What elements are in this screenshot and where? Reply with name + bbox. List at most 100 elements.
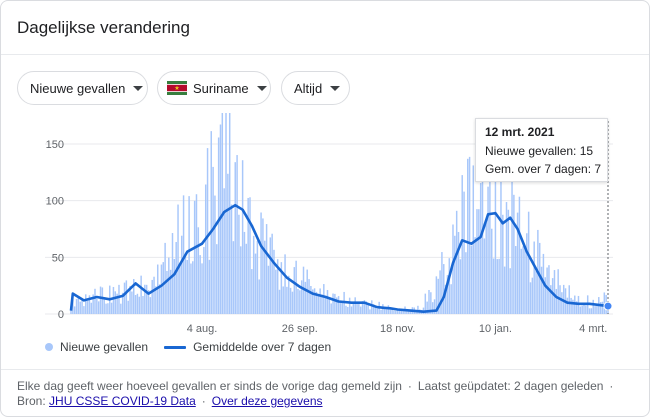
cases-bar bbox=[164, 242, 166, 314]
cases-bar bbox=[387, 305, 390, 314]
cases-bar bbox=[398, 310, 401, 314]
cases-bar bbox=[267, 265, 270, 314]
cases-bar bbox=[256, 240, 259, 314]
x-tick-label: 10 jan. bbox=[479, 323, 512, 335]
cases-bar bbox=[260, 212, 262, 314]
cases-bar bbox=[112, 286, 115, 314]
cases-bar bbox=[363, 300, 366, 314]
cases-bar bbox=[116, 293, 118, 314]
cases-bar bbox=[288, 275, 290, 314]
cases-bar bbox=[514, 246, 517, 314]
metric-dropdown[interactable]: Nieuwe gevallen bbox=[17, 71, 148, 105]
cases-bar bbox=[568, 285, 570, 314]
cases-bar bbox=[193, 200, 196, 314]
range-dropdown-label: Altijd bbox=[294, 80, 323, 96]
range-dropdown[interactable]: Altijd bbox=[281, 71, 350, 105]
cases-bar bbox=[79, 301, 81, 314]
cases-bar bbox=[289, 287, 292, 314]
cases-bar bbox=[561, 292, 563, 314]
cases-bar bbox=[450, 284, 452, 314]
cases-bar bbox=[254, 253, 257, 314]
cases-bar bbox=[402, 309, 404, 314]
country-dropdown[interactable]: Suriname bbox=[157, 71, 271, 105]
cases-bar bbox=[535, 270, 537, 314]
y-tick-label: 150 bbox=[46, 139, 64, 151]
cases-bar bbox=[204, 184, 207, 314]
cases-bar bbox=[358, 304, 360, 314]
cases-bar bbox=[369, 309, 371, 314]
cases-bar bbox=[335, 297, 338, 314]
cases-bar bbox=[527, 211, 530, 314]
cases-bar bbox=[234, 162, 236, 314]
cases-bar bbox=[125, 280, 128, 314]
cases-bar bbox=[467, 158, 469, 314]
cases-bar bbox=[186, 259, 188, 314]
title-divider bbox=[1, 54, 649, 55]
cases-bar bbox=[483, 238, 486, 314]
cases-bar bbox=[142, 296, 144, 314]
cases-bar bbox=[190, 263, 192, 314]
cases-bar bbox=[339, 302, 342, 314]
legend-line-swatch bbox=[164, 345, 187, 349]
cases-bar bbox=[241, 160, 244, 314]
cases-bar bbox=[247, 197, 249, 314]
cases-bar bbox=[382, 304, 384, 314]
cases-bar bbox=[428, 289, 430, 314]
cases-bar bbox=[507, 209, 510, 314]
cases-bar bbox=[280, 262, 283, 314]
legend-bars-swatch bbox=[45, 343, 53, 351]
cases-bar bbox=[312, 289, 314, 314]
cases-bar bbox=[232, 241, 235, 314]
cases-bar bbox=[199, 255, 201, 314]
cases-bar bbox=[162, 262, 165, 314]
cases-bar bbox=[468, 156, 471, 314]
cases-bar bbox=[77, 296, 80, 314]
cases-bar bbox=[574, 295, 576, 314]
about-data-link[interactable]: Over deze gegevens bbox=[211, 394, 323, 408]
cases-bar bbox=[376, 308, 379, 314]
country-dropdown-label: Suriname bbox=[193, 80, 249, 96]
cases-bar bbox=[372, 304, 375, 314]
cases-bar bbox=[395, 310, 397, 314]
cases-bar bbox=[295, 260, 297, 314]
cases-bar bbox=[359, 306, 362, 314]
cases-bar bbox=[551, 278, 554, 314]
cases-bar bbox=[153, 276, 155, 314]
cases-bar bbox=[441, 252, 443, 314]
cases-bar bbox=[524, 246, 526, 314]
source-link[interactable]: JHU CSSE COVID-19 Data bbox=[49, 394, 196, 408]
cases-bar bbox=[443, 264, 445, 314]
chevron-down-icon bbox=[133, 85, 144, 91]
cases-bar bbox=[435, 276, 438, 314]
cases-bar bbox=[140, 275, 142, 314]
cases-bar bbox=[278, 289, 281, 314]
x-tick-label: 26 sep. bbox=[282, 323, 318, 335]
tooltip-new-cases: Nieuwe gevallen: 15 bbox=[485, 144, 594, 158]
footer-line-1: Elke dag geeft weer hoeveel gevallen er … bbox=[17, 379, 614, 393]
cases-bar bbox=[533, 241, 535, 314]
legend-line-label: Gemiddelde over 7 dagen bbox=[193, 340, 332, 354]
cases-bar bbox=[531, 277, 534, 314]
cases-chart[interactable]: 0 50 100 150 4 aug. 26 sep. 18 nov. 10 jan. 4 mr… bbox=[1, 113, 649, 335]
cases-bar bbox=[446, 275, 449, 314]
cases-bar bbox=[371, 300, 373, 314]
cases-bar bbox=[319, 288, 321, 314]
chart-tooltip: 12 mrt. 2021 Nieuwe gevallen: 15 Gem. ov… bbox=[475, 118, 608, 182]
cases-bar bbox=[236, 155, 238, 314]
cases-bar bbox=[85, 294, 87, 314]
cases-bar bbox=[590, 308, 593, 314]
cases-bar bbox=[299, 290, 301, 314]
cases-bar bbox=[341, 301, 344, 314]
cases-bar bbox=[110, 302, 113, 314]
cases-bar bbox=[217, 137, 220, 314]
cases-bar bbox=[81, 299, 83, 314]
cases-bar bbox=[448, 258, 451, 314]
cases-bar bbox=[275, 269, 277, 314]
cases-bar bbox=[123, 282, 126, 314]
cases-bar bbox=[594, 306, 596, 314]
footer-divider bbox=[1, 369, 649, 370]
cases-bar bbox=[240, 246, 242, 314]
y-tick-label: 100 bbox=[46, 196, 64, 208]
cases-bar bbox=[424, 293, 427, 314]
cases-bar bbox=[324, 295, 327, 314]
